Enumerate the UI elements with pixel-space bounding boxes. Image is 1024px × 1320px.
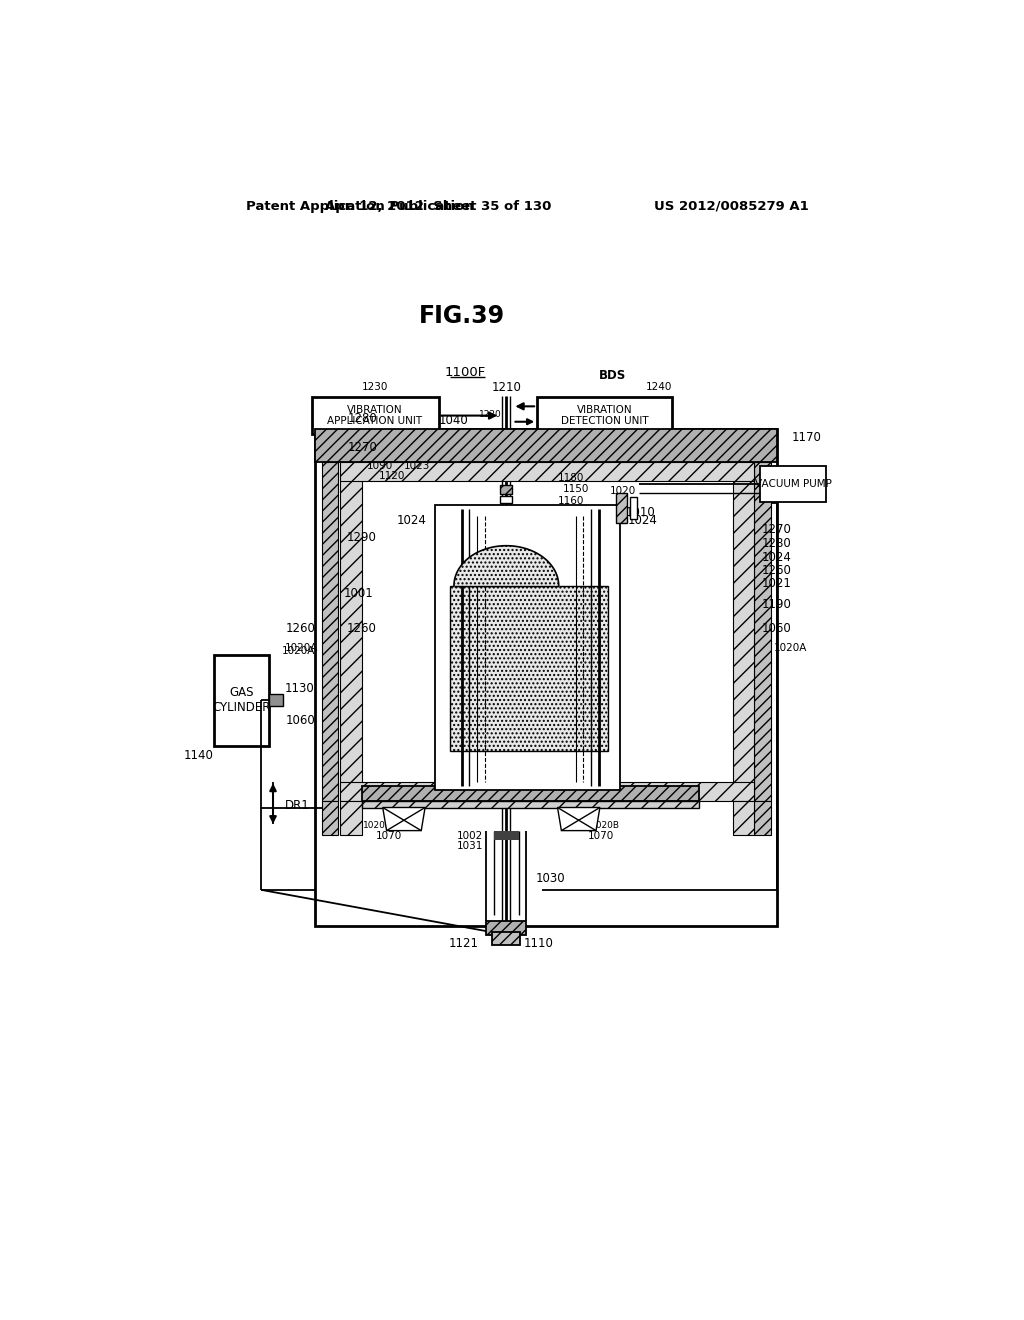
Bar [340,462,755,480]
Text: 1290: 1290 [347,531,377,544]
Text: 1022: 1022 [549,528,579,541]
Text: 1010: 1010 [626,506,655,519]
Text: 1110: 1110 [523,937,553,950]
Text: FIG.39: FIG.39 [419,304,505,329]
Text: 1280: 1280 [762,537,792,550]
Text: GAS
CYLINDER: GAS CYLINDER [212,686,270,714]
Text: VIBRATION
DETECTION UNIT: VIBRATION DETECTION UNIT [561,405,648,426]
Bar [755,462,771,800]
Text: VIBRATION
APPLICATION UNIT: VIBRATION APPLICATION UNIT [328,405,423,426]
Bar [500,484,512,494]
Bar [451,586,608,751]
Bar [361,801,698,808]
Bar [340,462,361,800]
Text: 1020A: 1020A [774,643,808,653]
Bar [733,462,755,800]
Bar [340,800,361,836]
Text: 1100F: 1100F [444,366,486,379]
Text: 1024: 1024 [397,513,427,527]
Text: 1031: 1031 [457,841,483,851]
Text: 1050: 1050 [569,824,596,833]
Bar [500,496,512,503]
Text: 1002: 1002 [457,832,483,841]
Text: US 2012/0085279 A1: US 2012/0085279 A1 [653,199,809,213]
Text: 1140: 1140 [184,748,214,762]
Bar [315,429,777,927]
Text: 1023: 1023 [403,462,430,471]
Text: 1060: 1060 [286,714,315,727]
Text: 1005: 1005 [512,560,542,573]
Text: 1160: 1160 [558,496,585,506]
Text: 1070: 1070 [376,832,401,841]
Text: 1220: 1220 [479,409,502,418]
Text: 1240: 1240 [645,381,672,392]
Bar [755,800,771,836]
Bar [493,932,520,945]
Bar [761,466,826,502]
Text: 1020: 1020 [609,486,636,496]
Text: 1210: 1210 [492,381,521,395]
Bar [269,693,283,706]
Text: 1270: 1270 [762,523,792,536]
Text: 1260: 1260 [286,622,315,635]
Text: 1280: 1280 [348,412,378,425]
Text: 1070: 1070 [588,832,614,841]
Bar [214,655,269,746]
Text: 1001: 1001 [343,587,373,601]
Text: 1003: 1003 [512,582,542,594]
Text: Patent Application Publication: Patent Application Publication [246,199,474,213]
Text: 1021: 1021 [762,577,792,590]
Text: 1180: 1180 [558,473,585,483]
Text: 1020A: 1020A [282,647,315,656]
Bar [361,785,698,801]
Text: 1024: 1024 [762,550,792,564]
Bar [630,498,637,519]
Text: 1030: 1030 [536,871,565,884]
Text: 1024: 1024 [628,513,657,527]
Text: 1121: 1121 [449,937,478,950]
Bar [311,397,438,434]
Bar [322,800,339,836]
Bar [322,462,339,800]
Text: 1020B: 1020B [364,821,392,830]
Text: 1040: 1040 [439,413,469,426]
Text: 1120: 1120 [379,471,404,482]
Text: Apr. 12, 2012  Sheet 35 of 130: Apr. 12, 2012 Sheet 35 of 130 [326,199,552,213]
Text: 1230: 1230 [361,381,388,392]
Bar [486,921,526,935]
Text: 1090: 1090 [367,462,393,471]
Text: 1190: 1190 [762,598,792,611]
Bar [538,397,672,434]
Bar [340,781,755,801]
Polygon shape [557,808,600,830]
Polygon shape [383,808,425,830]
Text: VACUUM PUMP: VACUUM PUMP [755,479,831,490]
Text: BDS: BDS [599,370,626,381]
Text: 1020A: 1020A [285,643,318,653]
Text: 1170: 1170 [792,430,821,444]
Bar [615,494,628,523]
Text: DR1: DR1 [285,799,309,812]
Text: 1060: 1060 [762,622,792,635]
Text: 1130: 1130 [285,681,314,694]
Text: 1150: 1150 [563,484,590,495]
Bar [733,800,755,836]
Text: 1020B: 1020B [591,821,620,830]
Bar [494,830,518,840]
Text: 1260: 1260 [762,564,792,577]
Bar [315,429,777,462]
Text: 1260: 1260 [347,622,377,635]
Text: 1270: 1270 [348,441,378,454]
Bar [435,506,620,789]
